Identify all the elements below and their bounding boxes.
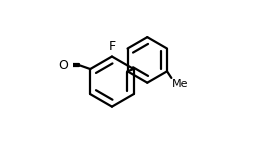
Text: O: O xyxy=(58,59,68,71)
Text: F: F xyxy=(109,40,116,53)
Text: Me: Me xyxy=(172,79,189,89)
